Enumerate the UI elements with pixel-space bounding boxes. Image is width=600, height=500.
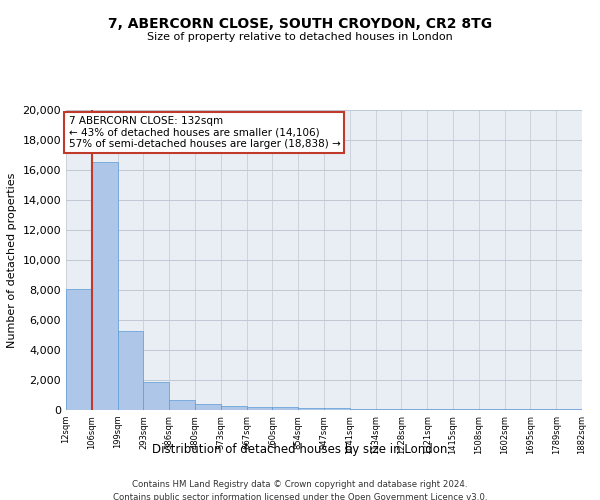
Bar [143,382,169,410]
Bar [66,288,92,410]
Bar [401,409,427,410]
Bar [92,162,118,410]
Bar [298,408,324,410]
Bar [376,408,401,410]
Text: 7, ABERCORN CLOSE, SOUTH CROYDON, CR2 8TG: 7, ABERCORN CLOSE, SOUTH CROYDON, CR2 8T… [108,18,492,32]
Text: Distribution of detached houses by size in London: Distribution of detached houses by size … [152,442,448,456]
Bar [195,404,221,410]
Bar [453,409,479,410]
Bar [350,408,376,410]
Bar [505,409,530,410]
Bar [221,406,247,410]
Text: Size of property relative to detached houses in London: Size of property relative to detached ho… [147,32,453,42]
Bar [118,330,143,410]
Bar [324,408,350,410]
Text: 7 ABERCORN CLOSE: 132sqm
← 43% of detached houses are smaller (14,106)
57% of se: 7 ABERCORN CLOSE: 132sqm ← 43% of detach… [68,116,340,149]
Text: Contains public sector information licensed under the Open Government Licence v3: Contains public sector information licen… [113,492,487,500]
Bar [169,400,195,410]
Bar [427,409,453,410]
Bar [272,408,298,410]
Text: Contains HM Land Registry data © Crown copyright and database right 2024.: Contains HM Land Registry data © Crown c… [132,480,468,489]
Bar [247,407,272,410]
Y-axis label: Number of detached properties: Number of detached properties [7,172,17,348]
Bar [479,409,505,410]
